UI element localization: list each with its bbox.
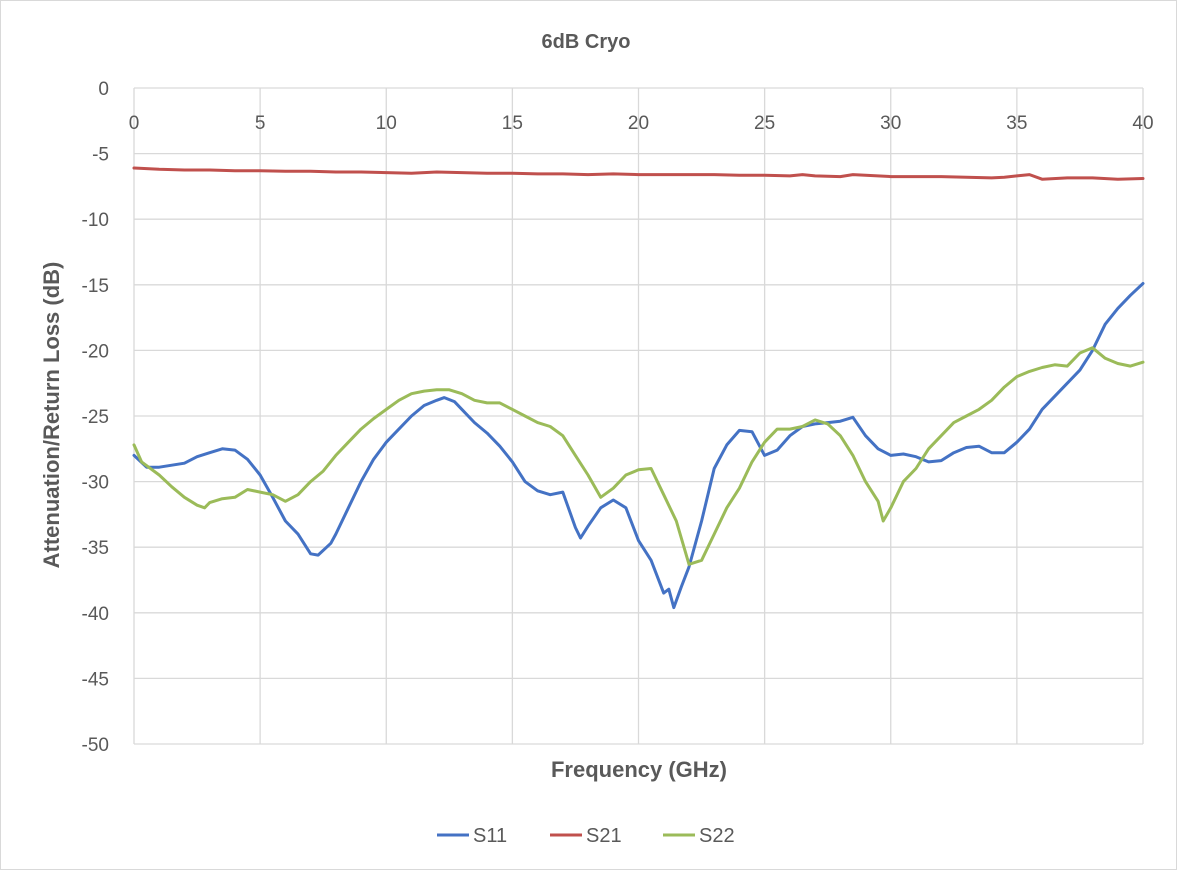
y-tick-label: -5: [92, 145, 109, 166]
x-tick-label: 40: [1132, 113, 1153, 134]
series-line-s22: [132, 346, 1145, 566]
x-tick-label: 10: [376, 113, 397, 134]
grid: [133, 87, 1144, 745]
y-tick-label: -30: [82, 473, 109, 494]
x-tick-label: 5: [255, 113, 266, 134]
x-axis-title: Frequency (GHz): [551, 757, 727, 782]
y-tick-label: -25: [82, 407, 109, 428]
x-tick-label: 25: [754, 113, 775, 134]
series-line-s11: [132, 282, 1145, 610]
legend-label-s21: S21: [586, 825, 622, 847]
y-tick-label: -15: [82, 276, 109, 297]
y-tick-label: -45: [82, 669, 109, 690]
series-line-s21: [132, 166, 1145, 181]
legend-label-s22: S22: [699, 825, 735, 847]
series-lines: [132, 166, 1145, 610]
y-tick-label: -50: [82, 735, 109, 756]
legend-label-s11: S11: [473, 825, 507, 847]
legend: S11 S21 S22: [437, 825, 735, 847]
y-axis-title: Attenuation/Return Loss (dB): [39, 262, 64, 569]
x-tick-label: 35: [1006, 113, 1027, 134]
x-tick-labels: 0 5 10 15 20 25 30 35 40: [129, 113, 1154, 134]
x-tick-label: 15: [502, 113, 523, 134]
x-tick-label: 20: [628, 113, 649, 134]
y-tick-label: -20: [82, 341, 109, 362]
chart-title: 6dB Cryo: [542, 31, 631, 53]
y-tick-labels: 0 -5 -10 -15 -20 -25 -30 -35 -40 -45 -50: [82, 79, 109, 756]
y-tick-label: -35: [82, 538, 109, 559]
x-tick-label: 0: [129, 113, 140, 134]
y-tick-label: -10: [82, 210, 109, 231]
y-tick-label: 0: [98, 79, 109, 100]
y-tick-label: -40: [82, 604, 109, 625]
x-tick-label: 30: [880, 113, 901, 134]
